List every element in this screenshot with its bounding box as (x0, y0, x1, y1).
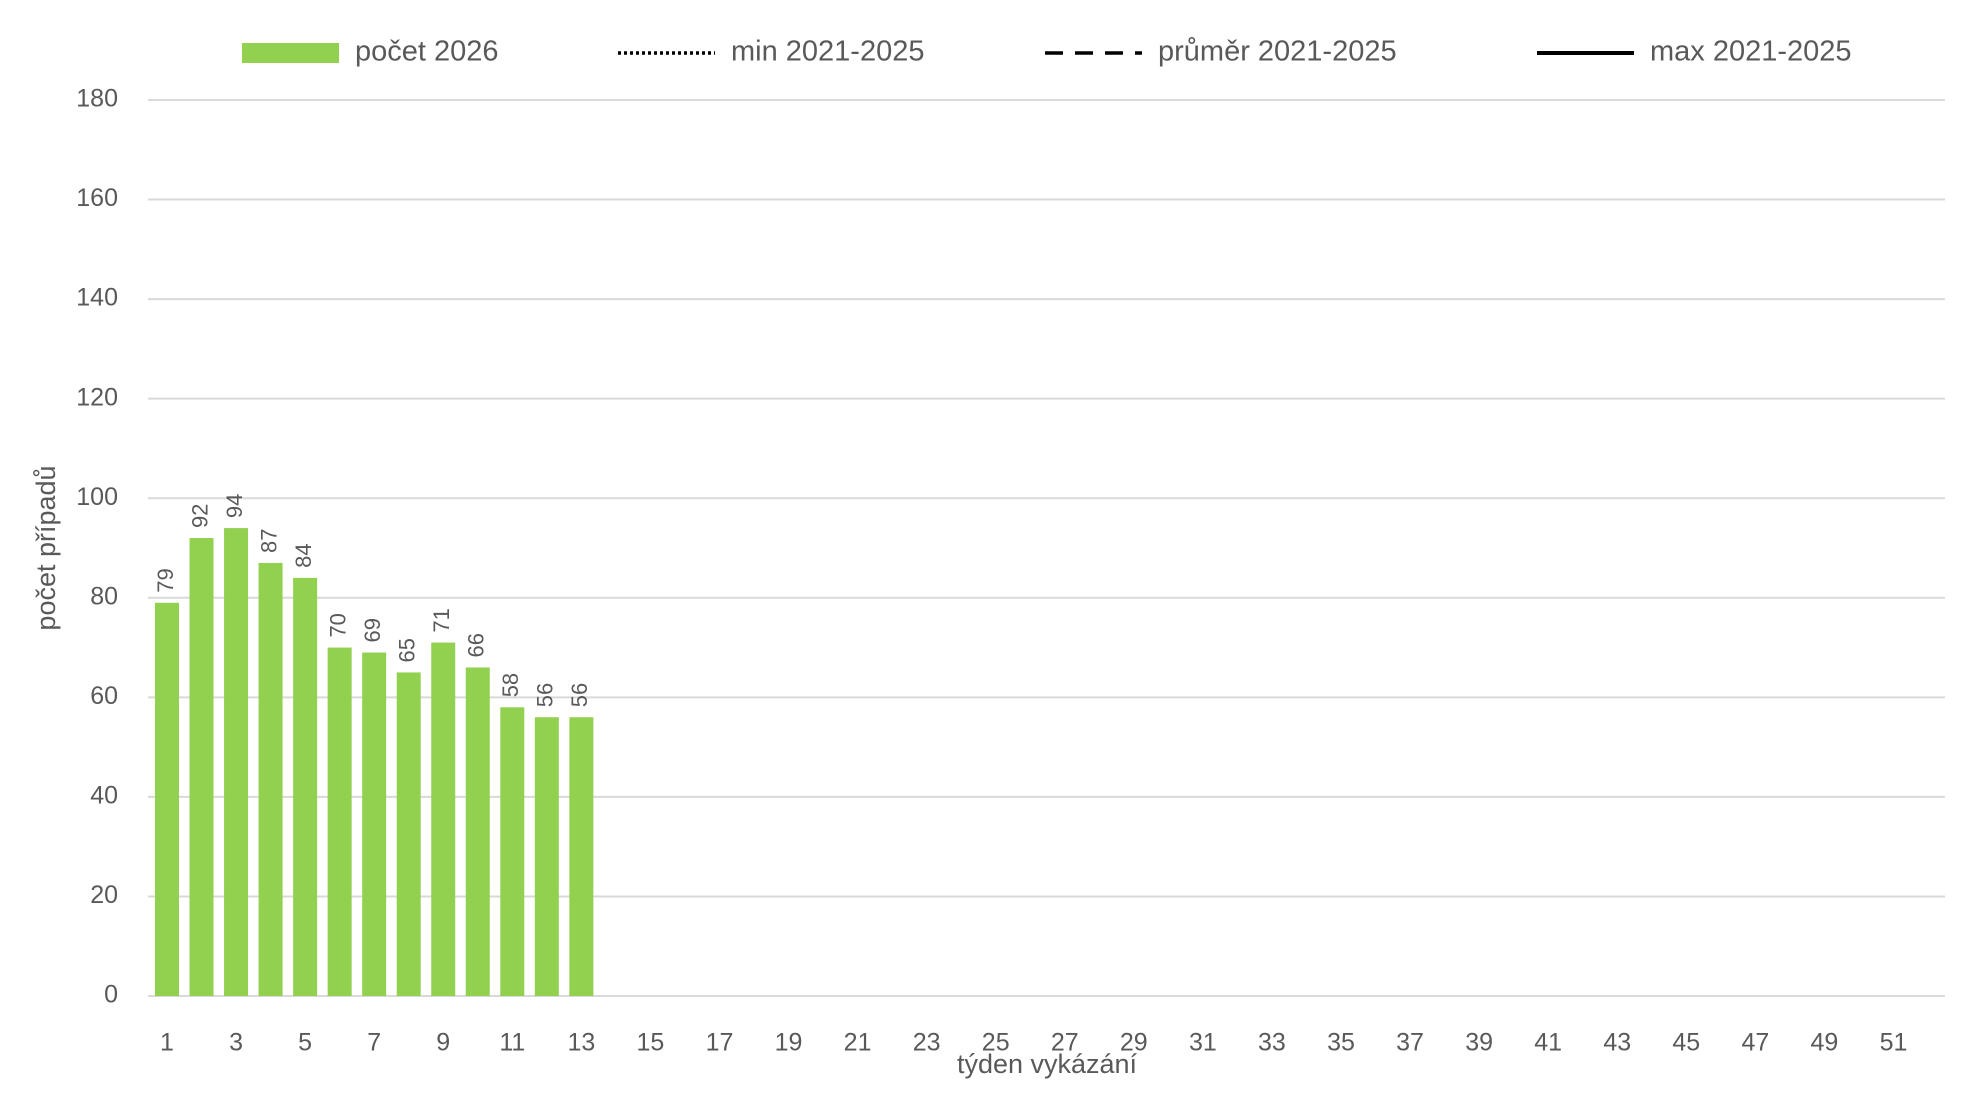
x-tick-label: 51 (1880, 1029, 1908, 1057)
x-tick-label: 43 (1603, 1029, 1631, 1057)
x-tick-label: 9 (436, 1029, 450, 1057)
x-tick-label: 31 (1189, 1029, 1217, 1057)
bar (224, 528, 249, 996)
x-tick-label: 19 (775, 1029, 803, 1057)
y-tick-label: 100 (76, 483, 118, 511)
legend-label: průměr 2021-2025 (1158, 36, 1397, 68)
x-axis-title: týden vykázání (957, 1049, 1138, 1079)
y-tick-label: 180 (76, 85, 118, 113)
bar (258, 562, 283, 996)
x-tick-label: 13 (567, 1029, 595, 1057)
x-tick-label: 23 (913, 1029, 941, 1057)
bar-value-label: 69 (360, 618, 385, 642)
y-tick-label: 20 (90, 881, 118, 909)
bar (431, 642, 456, 996)
legend-label: počet 2026 (355, 36, 499, 68)
y-tick-label: 60 (90, 682, 118, 710)
y-axis-title: počet případů (31, 465, 61, 630)
x-tick-label: 33 (1258, 1029, 1286, 1057)
bar-value-label: 56 (567, 683, 592, 707)
x-tick-label: 39 (1465, 1029, 1493, 1057)
legend-label: min 2021-2025 (731, 36, 924, 68)
x-tick-label: 41 (1534, 1029, 1562, 1057)
x-tick-label: 7 (367, 1029, 381, 1057)
x-tick-label: 17 (706, 1029, 734, 1057)
y-tick-label: 120 (76, 383, 118, 411)
bar (534, 717, 559, 996)
x-tick-label: 37 (1396, 1029, 1424, 1057)
bar-value-label: 79 (153, 568, 178, 592)
bar (293, 577, 318, 996)
bar (155, 602, 179, 996)
x-tick-label: 45 (1672, 1029, 1700, 1057)
x-tick-label: 29 (1120, 1029, 1148, 1057)
bar (189, 538, 214, 996)
bar (327, 647, 352, 996)
bar-value-label: 87 (256, 528, 281, 552)
bar (500, 707, 525, 996)
bar (396, 672, 421, 996)
bar-value-label: 58 (498, 673, 523, 697)
x-tick-label: 5 (298, 1029, 312, 1057)
x-tick-label: 3 (229, 1029, 243, 1057)
bar-value-label: 66 (464, 633, 489, 657)
y-tick-label: 160 (76, 184, 118, 212)
legend-swatch (242, 43, 339, 63)
bar (569, 717, 594, 996)
x-tick-label: 47 (1741, 1029, 1769, 1057)
y-tick-label: 140 (76, 284, 118, 312)
bar-value-label: 92 (187, 504, 212, 528)
y-tick-label: 40 (90, 781, 118, 809)
bar (362, 652, 387, 996)
bar-value-label: 71 (429, 608, 454, 632)
bar-value-label: 94 (222, 494, 247, 518)
x-tick-label: 21 (844, 1029, 872, 1057)
x-tick-label: 25 (982, 1029, 1010, 1057)
bar-value-label: 56 (533, 683, 558, 707)
bar-value-label: 70 (325, 613, 350, 637)
bar-value-label: 84 (291, 543, 316, 567)
y-tick-label: 0 (104, 981, 118, 1009)
bar (465, 667, 490, 996)
x-tick-label: 49 (1811, 1029, 1839, 1057)
x-tick-label: 15 (637, 1029, 665, 1057)
legend-label: max 2021-2025 (1650, 36, 1852, 68)
x-tick-label: 11 (499, 1029, 525, 1057)
x-tick-label: 1 (160, 1029, 174, 1057)
bar-value-label: 65 (395, 638, 420, 662)
x-tick-label: 27 (1051, 1029, 1079, 1057)
y-tick-label: 80 (90, 582, 118, 610)
x-tick-label: 35 (1327, 1029, 1355, 1057)
